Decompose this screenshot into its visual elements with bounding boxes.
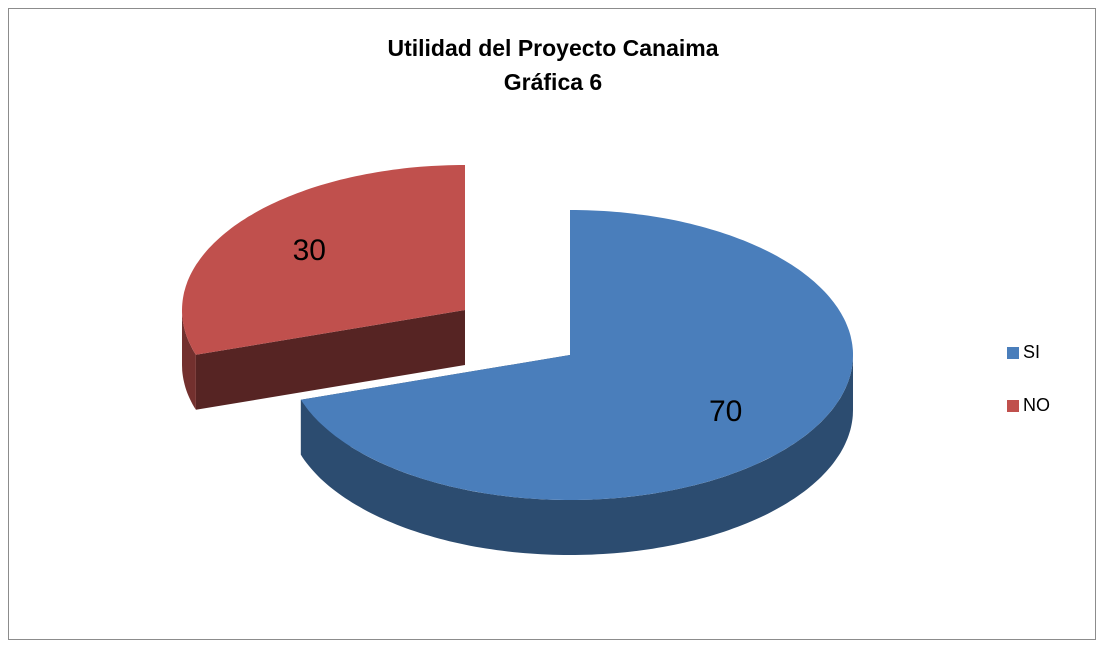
legend-swatch [1007,400,1019,412]
pie-slice [182,165,465,410]
slice-side [300,355,853,555]
slice-side [182,310,196,410]
chart-subtitle: Gráfica 6 [504,69,602,95]
slice-wall [195,310,465,410]
slice-top [182,165,465,355]
legend-label: NO [1023,395,1050,415]
chart-title: Utilidad del Proyecto Canaima [387,35,718,61]
legend-label: SI [1023,342,1040,362]
data-label: 70 [709,395,742,428]
legend-swatch [1007,347,1019,359]
slice-top [300,210,853,500]
pie-slice [300,210,853,555]
data-label: 30 [293,234,326,267]
